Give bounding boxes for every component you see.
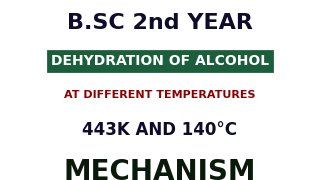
Text: 443K AND 140°C: 443K AND 140°C — [83, 121, 237, 139]
Text: MECHANISM: MECHANISM — [64, 158, 256, 180]
Text: B.SC 2nd YEAR: B.SC 2nd YEAR — [67, 13, 253, 33]
Text: DEHYDRATION OF ALCOHOL: DEHYDRATION OF ALCOHOL — [51, 54, 269, 68]
Text: AT DIFFERENT TEMPERATURES: AT DIFFERENT TEMPERATURES — [64, 90, 256, 100]
